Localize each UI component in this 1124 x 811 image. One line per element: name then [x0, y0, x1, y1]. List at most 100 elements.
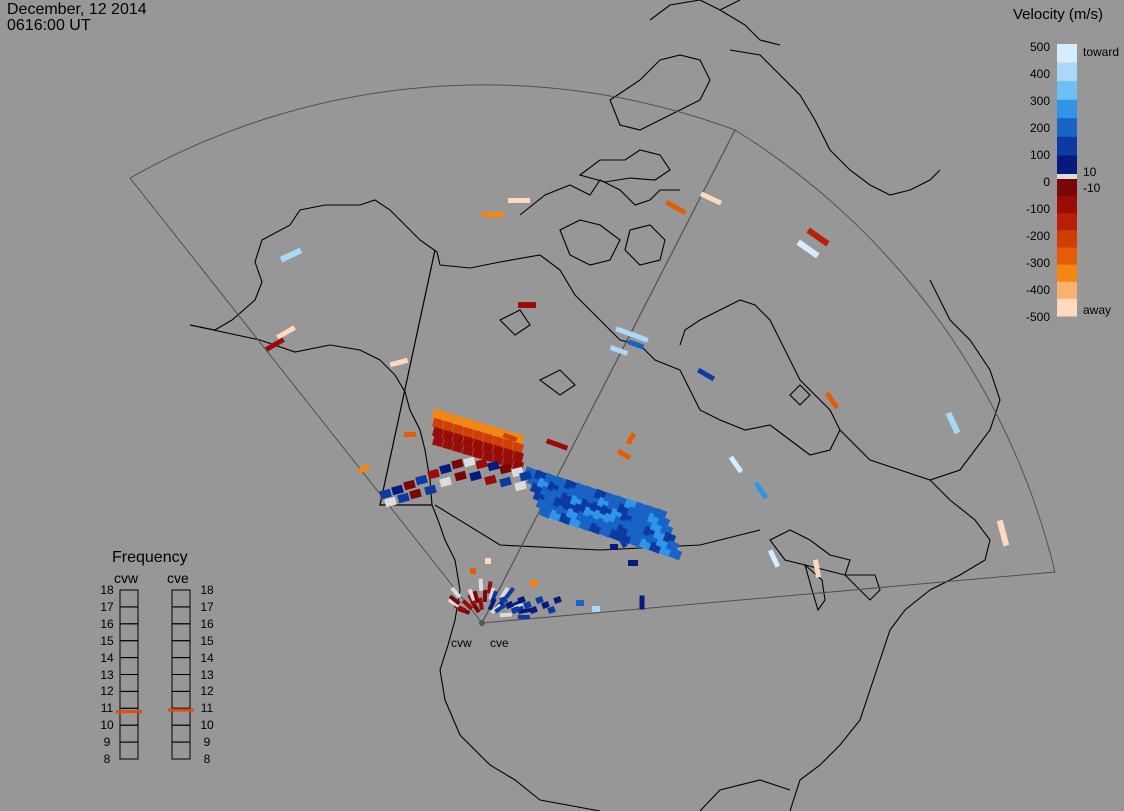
velocity-cell — [511, 605, 520, 615]
scale-tick-label: -200 — [1025, 229, 1050, 243]
frequency-box — [119, 674, 139, 692]
velocity-cell — [592, 606, 600, 612]
velocity-cell — [665, 199, 687, 216]
scale-tick-label: -100 — [1025, 202, 1050, 216]
scale-swatch-toward — [1057, 81, 1077, 101]
velocity-cell — [452, 432, 464, 445]
frequency-box — [171, 589, 191, 608]
velocity-echoes — [265, 191, 1010, 620]
frequency-level-label: 14 — [200, 650, 214, 665]
velocity-cell — [461, 599, 474, 611]
frequency-box — [119, 741, 139, 760]
velocity-cell — [628, 560, 638, 566]
velocity-cell — [488, 587, 496, 601]
velocity-cell — [404, 432, 416, 437]
velocity-cell — [482, 432, 494, 445]
velocity-cell — [469, 470, 482, 482]
velocity-cell — [541, 600, 550, 610]
velocity-cell — [508, 198, 530, 203]
radar-sites — [479, 620, 485, 626]
velocity-cell — [613, 495, 628, 508]
scale-swatch-away — [1057, 264, 1077, 283]
frequency-box — [171, 623, 191, 642]
frequency-level-label: 14 — [100, 650, 114, 665]
velocity-cell — [796, 239, 820, 259]
velocity-cell — [505, 600, 514, 610]
velocity-cell — [448, 594, 461, 606]
velocity-cell — [643, 504, 658, 518]
velocity-cell — [824, 391, 840, 410]
coastlines — [189, 0, 1001, 811]
velocity-cell — [812, 559, 822, 578]
scale-tick-label: 500 — [1029, 40, 1050, 54]
velocity-cell — [452, 441, 464, 454]
scale-swatch-toward — [1057, 155, 1077, 175]
velocity-cell — [512, 450, 524, 463]
velocity-cell — [432, 417, 444, 430]
velocity-cell — [492, 426, 504, 439]
velocity-cell — [472, 590, 480, 604]
radar-label-cve: cve — [490, 636, 509, 650]
frequency-level-label: 16 — [200, 616, 214, 631]
frequency-boxes — [116, 589, 194, 760]
velocity-cell — [499, 612, 512, 618]
velocity-cell — [728, 455, 744, 474]
frequency-box — [119, 623, 139, 642]
frequency-level-label: 11 — [200, 701, 214, 716]
velocity-cell — [427, 468, 440, 480]
velocity-cell — [616, 448, 632, 461]
frequency-level-label: 18 — [100, 583, 114, 597]
scale-swatch-away — [1057, 230, 1077, 248]
velocity-cell — [623, 498, 638, 511]
velocity-color-scale — [1057, 44, 1077, 317]
frequency-box — [171, 674, 191, 692]
frequency-level-label: 17 — [200, 599, 214, 614]
velocity-cell — [668, 547, 683, 561]
velocity-cell — [463, 456, 476, 468]
frequency-level-label: 8 — [103, 752, 111, 766]
velocity-cell — [379, 488, 392, 500]
scale-swatch-away — [1057, 247, 1077, 266]
velocity-cell — [767, 549, 781, 568]
velocity-cell — [276, 325, 296, 340]
frequency-level-label: 15 — [200, 633, 214, 648]
frequency-title: Frequency — [112, 549, 188, 566]
velocity-cell — [583, 485, 598, 498]
scale-tick-label: 400 — [1029, 67, 1050, 81]
velocity-cell — [499, 476, 512, 488]
velocity-cell — [472, 447, 484, 460]
frequency-box — [171, 741, 191, 760]
velocity-cell — [265, 337, 285, 352]
frequency-box — [171, 606, 191, 625]
velocity-cell — [573, 482, 588, 495]
velocity-cell — [452, 423, 464, 436]
velocity-cell — [492, 435, 504, 448]
velocity-cell — [494, 603, 507, 614]
frequency-level-label: 13 — [200, 667, 214, 682]
scale-swatch-away — [1057, 298, 1077, 317]
velocity-cell — [454, 470, 467, 482]
velocity-cell — [462, 444, 474, 457]
velocity-cell — [618, 536, 628, 549]
velocity-cell — [472, 429, 484, 442]
velocity-cell — [659, 523, 674, 537]
velocity-cell — [696, 367, 716, 382]
velocity-cell — [806, 227, 830, 247]
velocity-cell — [462, 417, 474, 430]
velocity-cell — [514, 480, 527, 492]
velocity-cell — [279, 247, 303, 263]
frequency-box — [119, 724, 139, 743]
velocity-cell — [512, 441, 524, 454]
frequency-box — [119, 640, 139, 659]
velocity-cell — [576, 600, 584, 606]
frequency-level-label: 8 — [203, 752, 211, 766]
velocity-cell — [397, 492, 410, 504]
velocity-cell — [502, 447, 514, 460]
velocity-cell — [656, 515, 671, 529]
frequency-radar-cve: cve — [167, 570, 189, 586]
velocity-cell — [439, 476, 452, 488]
velocity-cell — [603, 491, 618, 505]
velocity-cell — [543, 472, 558, 486]
velocity-cell — [545, 438, 569, 451]
frequency-level-label: 9 — [103, 735, 111, 750]
